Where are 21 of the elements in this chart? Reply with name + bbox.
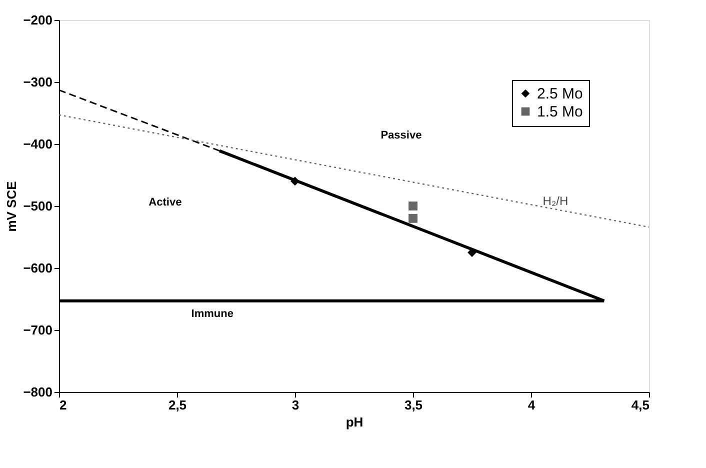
annotation: H₂/H — [542, 194, 568, 208]
x-tick-label: 3,5 — [404, 398, 423, 412]
y-tick-label: −400 — [23, 136, 52, 152]
y-axis-title: mV SCE — [4, 180, 20, 232]
y-tick-label: −500 — [23, 198, 52, 214]
y-tick-label: −800 — [23, 384, 52, 400]
annotation: Passive — [380, 129, 422, 142]
y-tick-label: −300 — [23, 74, 52, 90]
annotation: Active — [148, 196, 182, 208]
x-axis-title: pH — [346, 414, 364, 430]
y-tick-label: −200 — [23, 12, 52, 28]
y-tick-label: −700 — [23, 322, 52, 338]
x-tick-label: 3 — [292, 398, 300, 412]
annotation: Immune — [191, 308, 234, 320]
x-tick-label: 4,5 — [631, 398, 650, 412]
legend-label: 2.5 Mo — [537, 86, 583, 102]
x-tick-label: 4 — [528, 398, 536, 412]
x-tick-label: 2 — [60, 398, 67, 412]
x-tick-label: 2,5 — [168, 398, 187, 412]
legend-label: 1.5 Mo — [537, 104, 583, 120]
y-tick-label: −600 — [23, 260, 52, 276]
